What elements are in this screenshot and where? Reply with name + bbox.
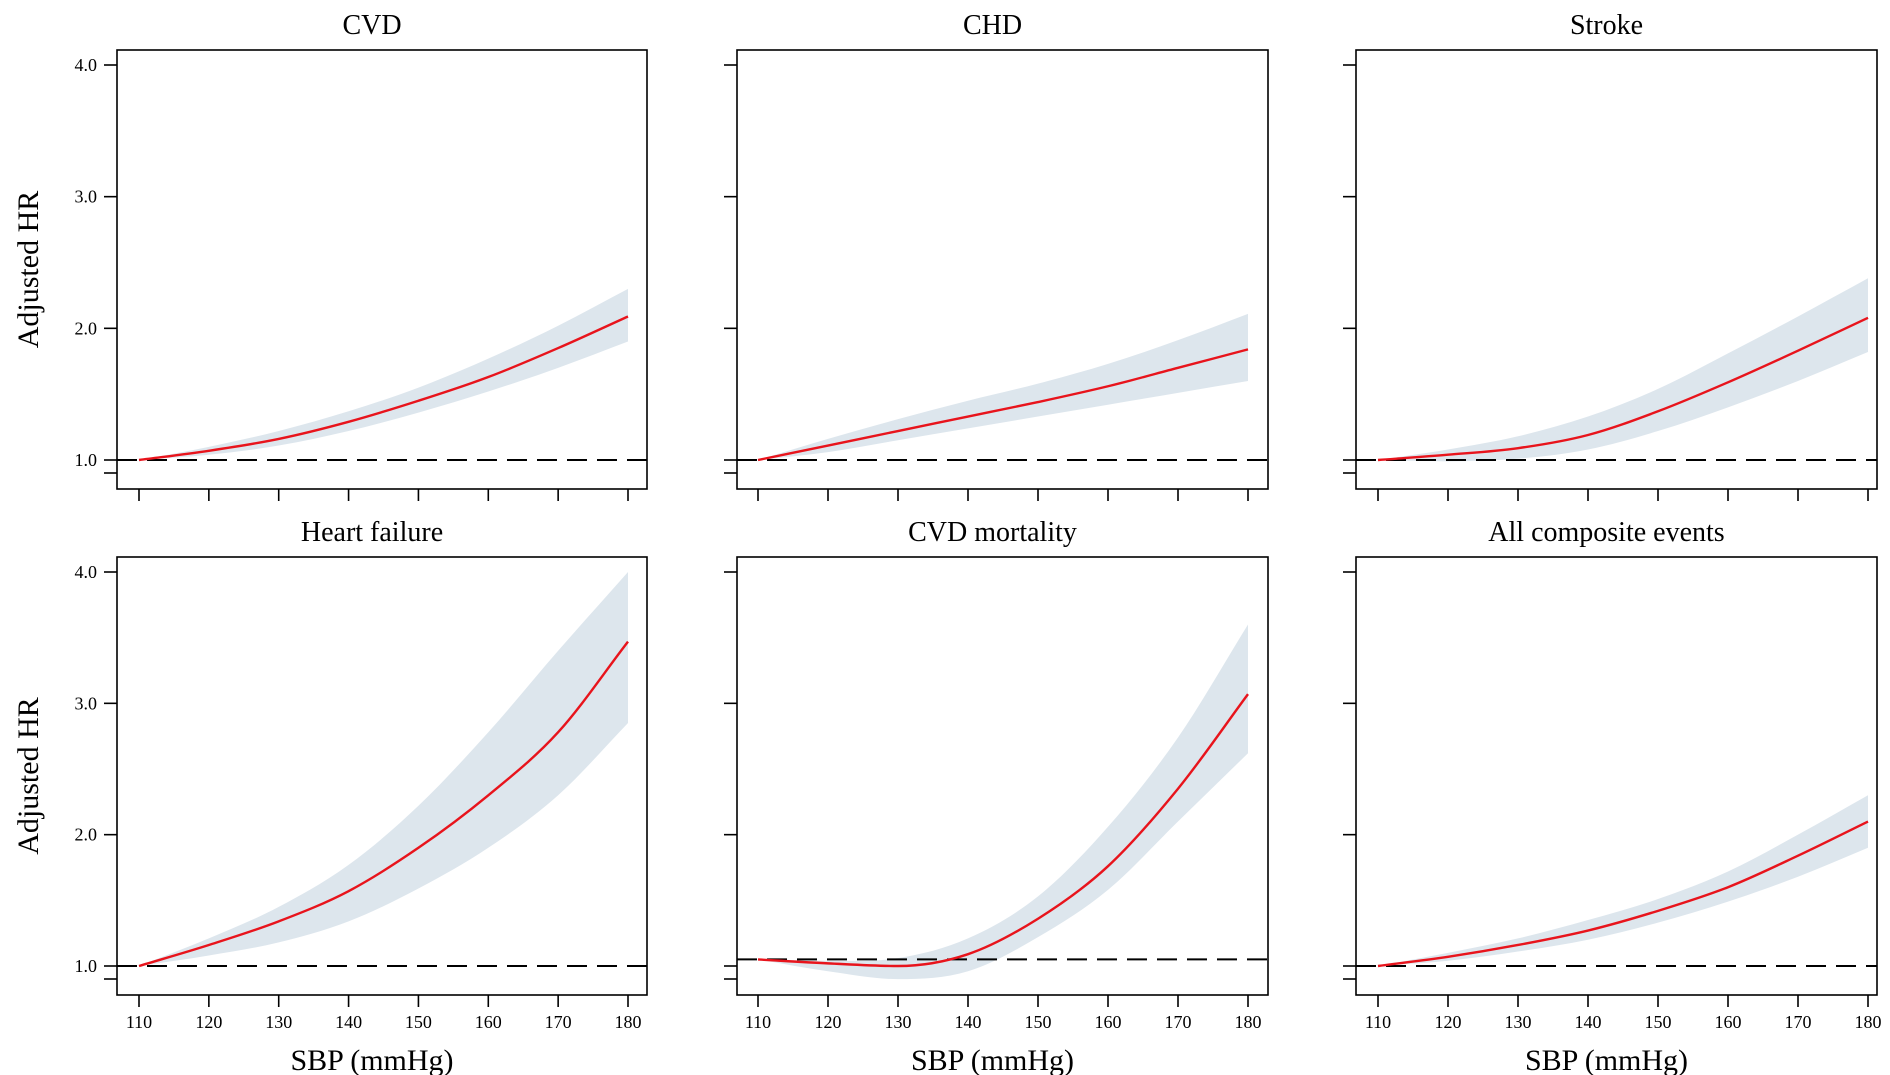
y-tick-label: 2.0 <box>75 825 98 845</box>
panel-cvd: 1.0 2.0 3.0 4.0 CVD Adjusted HR <box>12 10 648 501</box>
ci-band <box>139 288 628 460</box>
hr-curve-line <box>138 640 629 968</box>
plot-frame <box>736 49 1269 490</box>
hr-curve-line <box>138 315 629 462</box>
ci-band <box>139 572 628 966</box>
x-tick-label: 170 <box>1165 1012 1192 1032</box>
ci-band <box>1378 795 1868 966</box>
panel-stroke: Stroke <box>1343 10 1878 501</box>
x-tick-label: 110 <box>1365 1012 1391 1032</box>
ci-band <box>758 313 1248 460</box>
x-tick-label: 150 <box>405 1012 432 1032</box>
x-tick-label: 180 <box>1235 1012 1262 1032</box>
x-tick-label: 120 <box>1435 1012 1462 1032</box>
x-tick-label: 140 <box>955 1012 982 1032</box>
ci-band <box>1378 278 1868 462</box>
x-tick-label: 130 <box>265 1012 292 1032</box>
x-tick-label: 150 <box>1025 1012 1052 1032</box>
hr-curve-line <box>1377 316 1869 462</box>
plot-frame <box>1355 556 1878 996</box>
x-tick-label: 110 <box>745 1012 771 1032</box>
plot-frame <box>116 556 648 996</box>
panel-title: Stroke <box>1570 10 1643 41</box>
y-tick-label: 4.0 <box>75 562 98 582</box>
x-axis-title: SBP (mmHg) <box>1525 1044 1688 1075</box>
x-tick-label: 140 <box>335 1012 362 1032</box>
hr-curve-line <box>757 348 1249 462</box>
x-tick-label: 130 <box>1505 1012 1532 1032</box>
x-tick-label: 130 <box>885 1012 912 1032</box>
x-tick-label: 170 <box>1785 1012 1812 1032</box>
x-tick-label: 180 <box>1855 1012 1882 1032</box>
x-tick-label: 140 <box>1575 1012 1602 1032</box>
x-tick-label: 110 <box>126 1012 152 1032</box>
x-tick-label: 160 <box>475 1012 502 1032</box>
ci-band <box>758 624 1248 980</box>
panel-all-composite-events: 110 120 130 140 150 160 170 180 All composite ev… <box>1343 517 1882 1075</box>
y-tick-label: 1.0 <box>75 956 98 976</box>
x-tick-label: 170 <box>545 1012 572 1032</box>
y-tick-label: 3.0 <box>75 693 98 713</box>
x-tick-label: 120 <box>195 1012 222 1032</box>
plot-frame <box>736 556 1269 996</box>
y-axis-title: Adjusted HR <box>12 697 45 855</box>
panel-cvd-mortality: 110 120 130 140 150 160 170 180 CVD mortality SBP… <box>724 517 1269 1075</box>
panel-title: CVD mortality <box>908 517 1077 548</box>
panel-title: CHD <box>963 10 1022 41</box>
panel-title: Heart failure <box>301 517 443 548</box>
x-tick-label: 150 <box>1645 1012 1672 1032</box>
y-tick-label: 2.0 <box>75 318 98 338</box>
x-tick-label: 160 <box>1715 1012 1742 1032</box>
panel-title: All composite events <box>1488 517 1724 548</box>
x-tick-label: 180 <box>615 1012 642 1032</box>
y-tick-label: 1.0 <box>75 450 98 470</box>
x-tick-label: 120 <box>815 1012 842 1032</box>
y-tick-label: 4.0 <box>75 55 98 75</box>
y-tick-label: 3.0 <box>75 187 98 207</box>
hr-curve-line <box>757 693 1249 968</box>
x-axis-title: SBP (mmHg) <box>911 1044 1074 1075</box>
y-axis-title: Adjusted HR <box>12 191 45 349</box>
panel-chd: CHD <box>724 10 1269 501</box>
x-tick-label: 160 <box>1095 1012 1122 1032</box>
panel-heart-failure: 1.0 2.0 3.0 4.0 110 120 130 140 150 160 170 180 Hear… <box>12 517 648 1075</box>
hr-curve-line <box>1377 820 1869 968</box>
plot-frame <box>116 49 648 490</box>
plot-frame <box>1355 49 1878 490</box>
panel-title: CVD <box>342 10 401 41</box>
x-axis-title: SBP (mmHg) <box>290 1044 453 1075</box>
